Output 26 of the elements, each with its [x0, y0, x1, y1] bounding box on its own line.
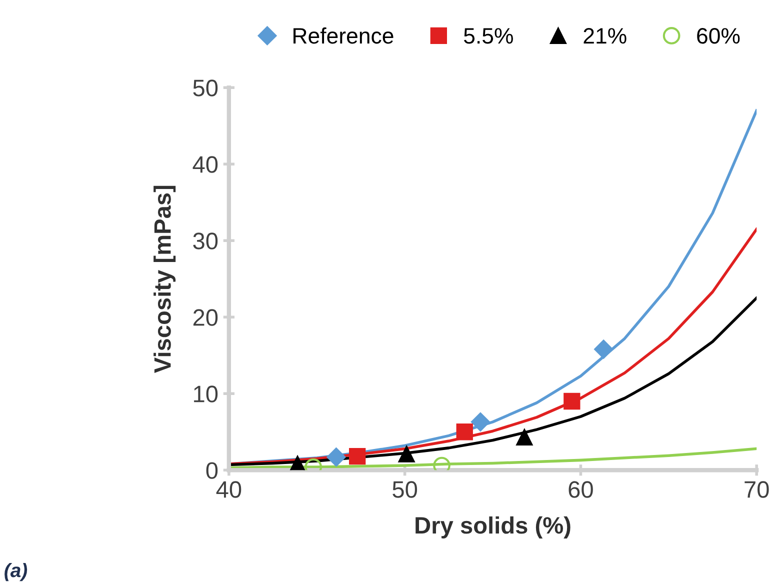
y-tick-label: 30 [193, 232, 218, 250]
point [348, 448, 366, 465]
point [326, 448, 346, 467]
line-series [228, 447, 757, 470]
y-tick-label: 50 [193, 80, 218, 96]
x-tick-label: 40 [216, 481, 242, 498]
point [456, 424, 473, 440]
x-tick-label: 60 [568, 481, 593, 498]
y-tick-label: 20 [193, 309, 218, 326]
text: (a) [4, 562, 28, 582]
point [594, 340, 614, 359]
point [564, 392, 580, 410]
x-tick-label: 70 [744, 481, 769, 498]
point [516, 428, 533, 446]
x-tick-label: 50 [392, 481, 418, 498]
y-tick-label: 10 [194, 386, 218, 402]
legend-label: Reference [294, 27, 394, 44]
point [398, 446, 415, 462]
y-tick-label: 40 [192, 156, 218, 173]
point [470, 412, 490, 432]
legend-label: 5.5% [464, 28, 513, 44]
y-axis-title: Viscosity [mPas] [154, 186, 176, 373]
y-tick-label: 0 [206, 462, 218, 479]
legend-label: 60% [697, 28, 740, 44]
x-axis-title: Dry solids (%) [416, 516, 570, 538]
legend-label: 21% [584, 28, 626, 44]
